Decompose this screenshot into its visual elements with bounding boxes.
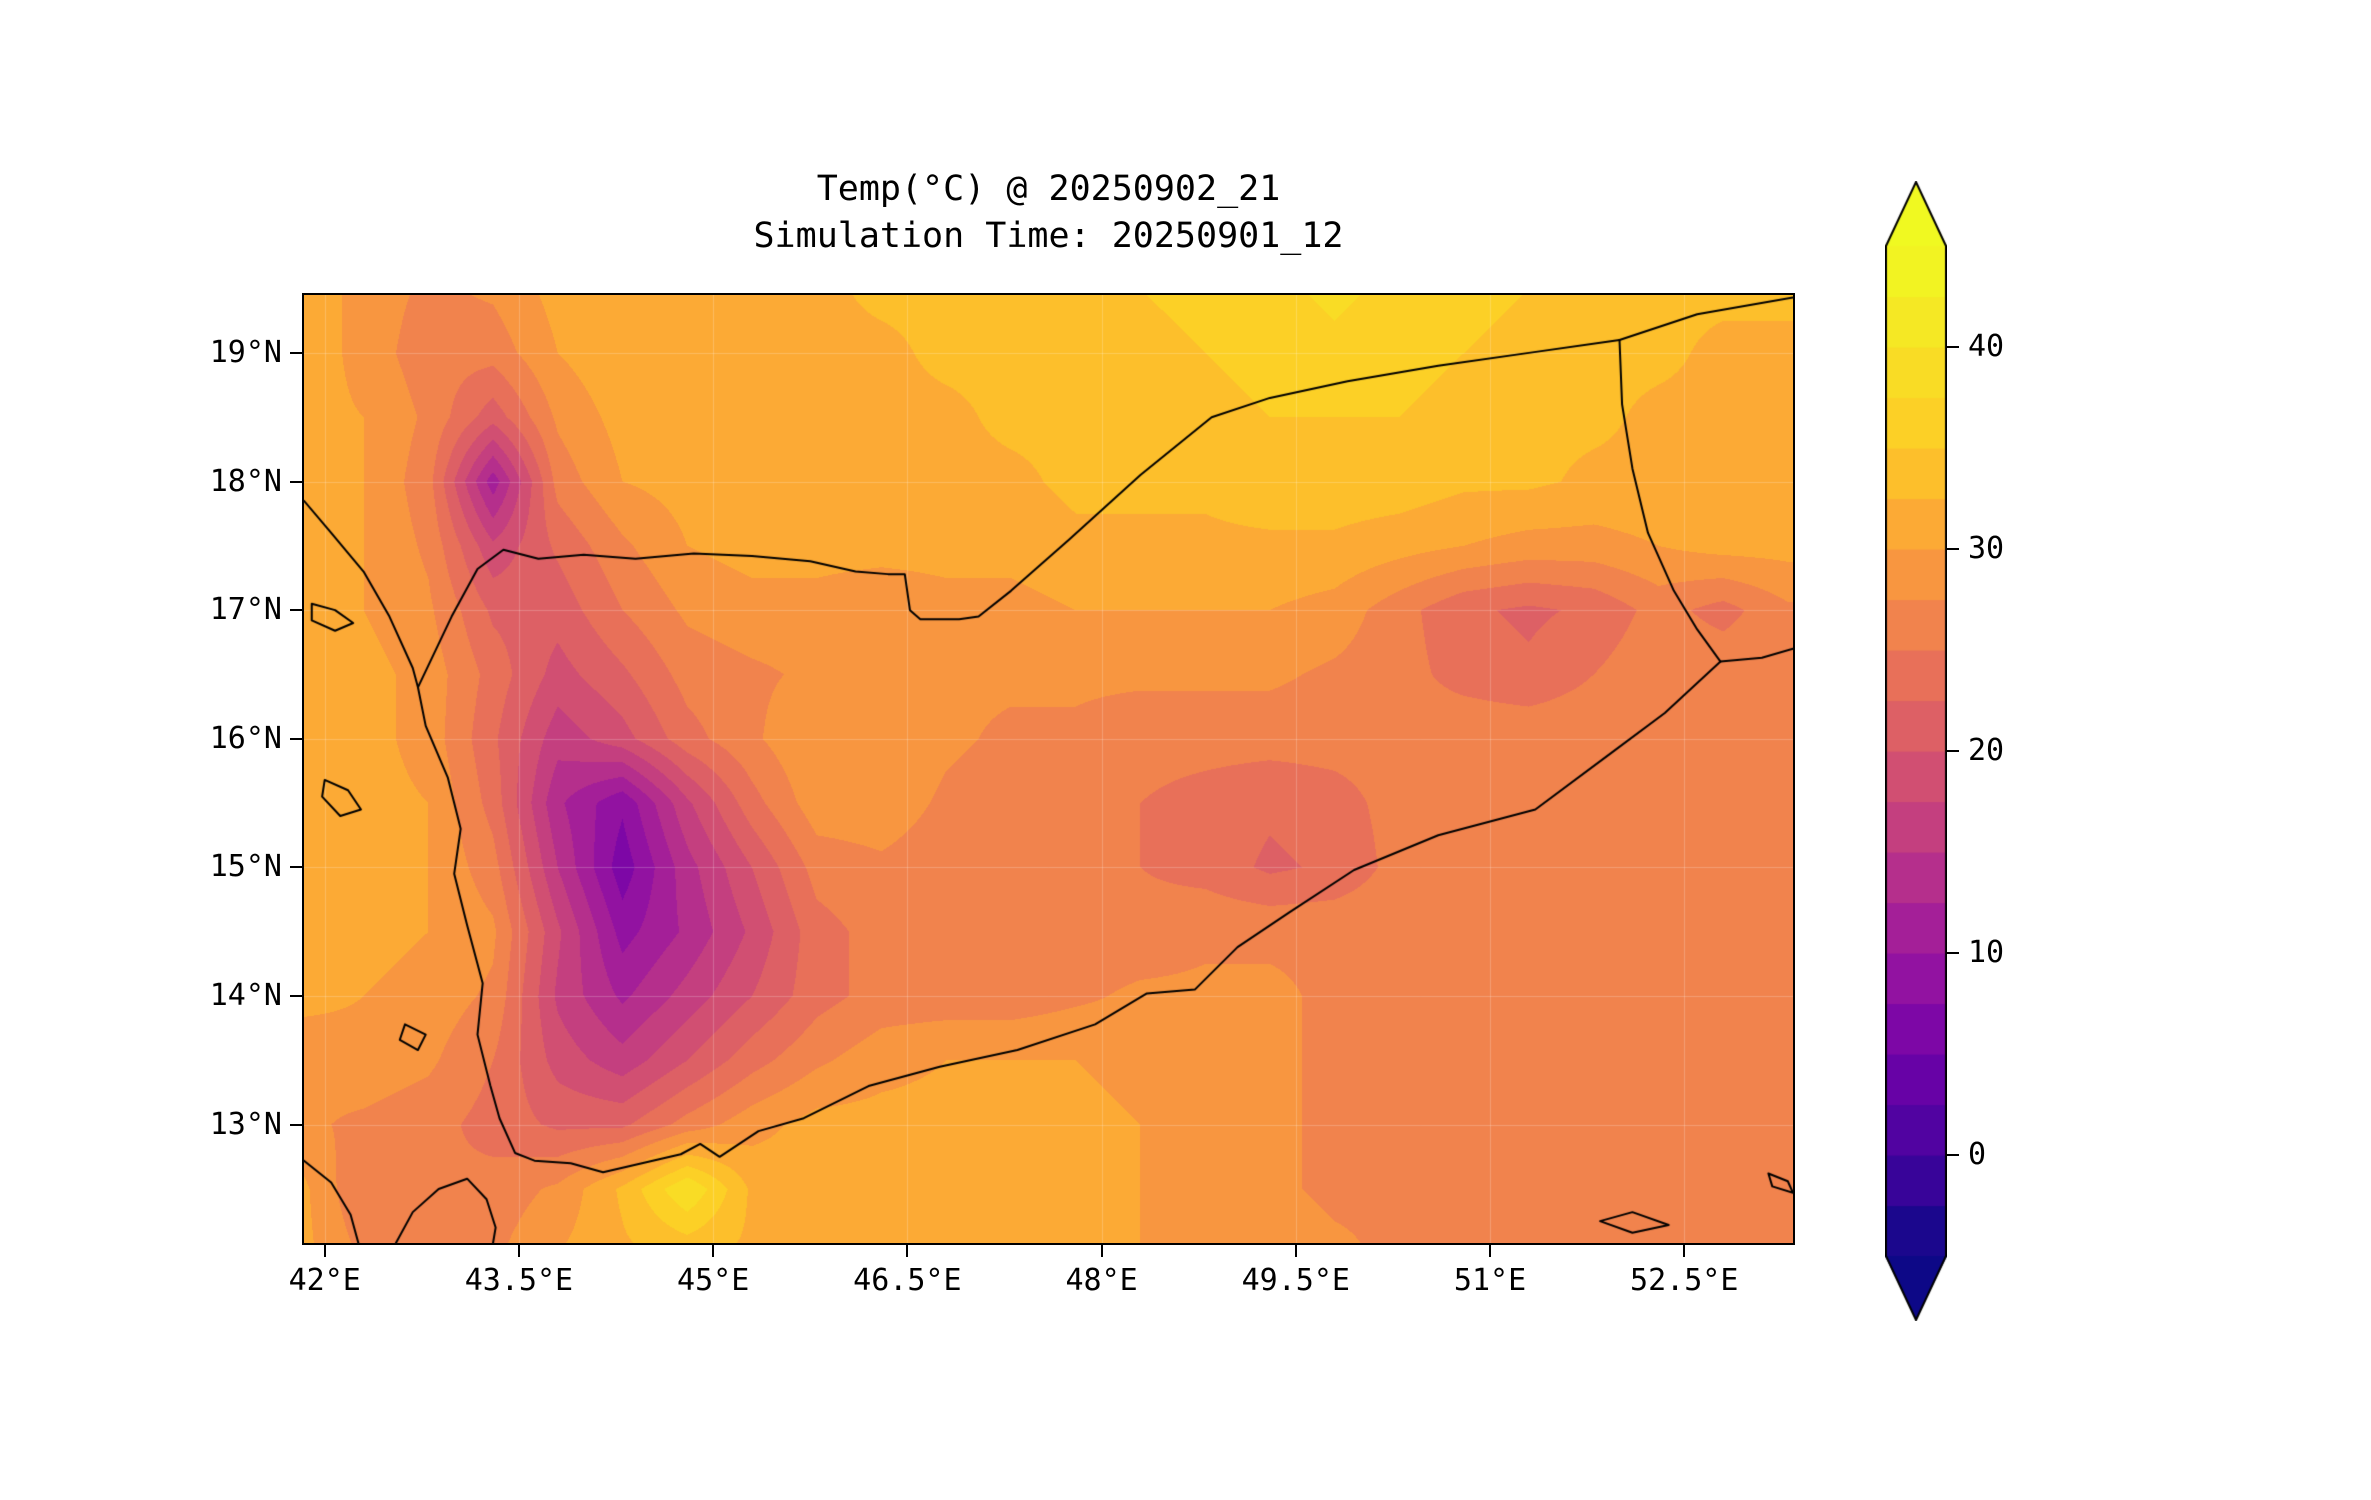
y-tick-mark bbox=[290, 609, 302, 612]
y-tick-mark bbox=[290, 866, 302, 869]
y-tick-label: 13°N bbox=[209, 1106, 282, 1142]
x-tick-mark bbox=[323, 1245, 326, 1257]
x-tick-mark bbox=[1683, 1245, 1686, 1257]
x-tick-label: 52.5°E bbox=[1630, 1263, 1739, 1298]
colorbar-tick-mark bbox=[1947, 346, 1959, 348]
y-tick-label: 16°N bbox=[209, 720, 282, 756]
y-tick-mark bbox=[290, 737, 302, 740]
colorbar-tick-mark bbox=[1947, 952, 1959, 954]
y-tick-mark bbox=[290, 480, 302, 483]
y-tick-label: 15°N bbox=[209, 849, 282, 885]
colorbar-tick-mark bbox=[1947, 548, 1959, 550]
x-tick-label: 42°E bbox=[288, 1263, 361, 1298]
y-tick-label: 19°N bbox=[209, 334, 282, 370]
x-tick-mark bbox=[906, 1245, 909, 1257]
y-tick-mark bbox=[290, 995, 302, 998]
temperature-map-canvas bbox=[304, 295, 1793, 1243]
colorbar-tick-label: 20 bbox=[1968, 733, 2005, 768]
chart-subtitle: Simulation Time: 20250901_12 bbox=[753, 216, 1344, 257]
x-tick-label: 46.5°E bbox=[853, 1263, 962, 1298]
chart-title: Temp(°C) @ 20250902_21 bbox=[816, 169, 1281, 209]
chart-title-block: Temp(°C) @ 20250902_21 Simulation Time: … bbox=[302, 166, 1795, 261]
map-plot-area bbox=[302, 293, 1795, 1245]
x-tick-mark bbox=[517, 1245, 520, 1257]
colorbar-tick-label: 0 bbox=[1968, 1137, 1987, 1172]
x-tick-mark bbox=[1489, 1245, 1492, 1257]
y-tick-mark bbox=[290, 1123, 302, 1126]
x-tick-label: 43.5°E bbox=[464, 1263, 574, 1298]
y-tick-label: 17°N bbox=[209, 592, 282, 628]
y-tick-label: 18°N bbox=[209, 463, 282, 499]
x-tick-label: 48°E bbox=[1065, 1263, 1138, 1298]
colorbar-tick-label: 30 bbox=[1968, 531, 2005, 566]
colorbar bbox=[1885, 181, 1947, 1321]
colorbar-tick-mark bbox=[1947, 750, 1959, 752]
x-tick-label: 45°E bbox=[677, 1263, 750, 1298]
colorbar-tick-label: 10 bbox=[1968, 935, 2005, 970]
x-tick-mark bbox=[1100, 1245, 1103, 1257]
colorbar-tick-label: 40 bbox=[1968, 329, 2005, 364]
colorbar-tick-mark bbox=[1947, 1154, 1959, 1156]
x-tick-mark bbox=[712, 1245, 715, 1257]
x-tick-label: 49.5°E bbox=[1241, 1263, 1350, 1298]
x-tick-label: 51°E bbox=[1453, 1263, 1527, 1298]
y-tick-label: 14°N bbox=[209, 978, 282, 1014]
y-tick-mark bbox=[290, 351, 302, 354]
x-tick-mark bbox=[1294, 1245, 1297, 1257]
